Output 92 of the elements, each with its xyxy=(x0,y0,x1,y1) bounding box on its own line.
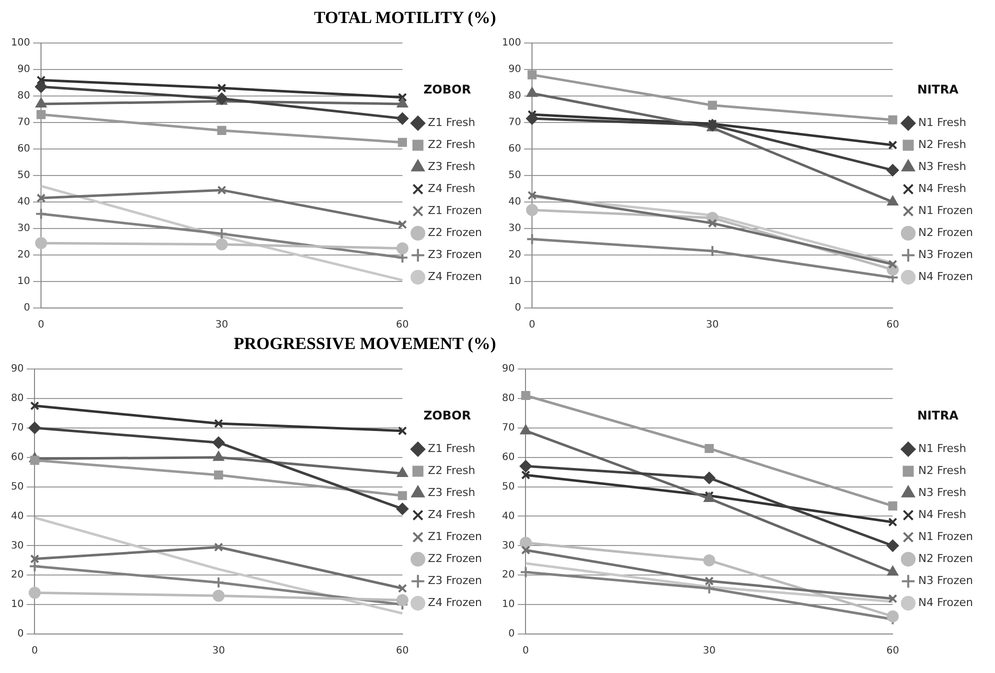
legend-label: Z1 Fresh xyxy=(428,116,476,130)
legend-label: N3 Frozen xyxy=(918,574,974,588)
legend-label: Z3 Frozen xyxy=(428,248,482,262)
legend-label: Z4 Fresh xyxy=(428,182,476,196)
y-tick-label: 30 xyxy=(10,540,24,552)
y-tick-label: 50 xyxy=(502,481,515,492)
x-tick-label: 0 xyxy=(32,646,38,657)
y-tick-label: 40 xyxy=(17,196,30,208)
y-tick-label: 40 xyxy=(508,196,522,208)
legend-title: ZOBOR xyxy=(423,82,471,96)
y-tick-label: 20 xyxy=(10,570,24,581)
y-tick-label: 10 xyxy=(508,276,522,288)
y-tick-label: 70 xyxy=(502,422,515,434)
y-tick-label: 70 xyxy=(10,422,24,434)
legend-label: Z4 Fresh xyxy=(428,508,476,522)
legend-label: N2 Frozen xyxy=(918,552,974,566)
legend-label: Z2 Frozen xyxy=(428,552,482,566)
legend-label: Z4 Frozen xyxy=(428,270,482,284)
x-tick-label: 60 xyxy=(886,646,900,657)
y-tick-label: 80 xyxy=(502,393,515,404)
legend-label: Z3 Frozen xyxy=(428,574,482,588)
legend-title: NITRA xyxy=(917,82,960,96)
y-tick-label: 100 xyxy=(502,38,522,49)
y-tick-label: 50 xyxy=(508,170,522,182)
legend-label: N2 Fresh xyxy=(918,464,966,478)
y-tick-label: 70 xyxy=(508,117,522,128)
y-tick-label: 30 xyxy=(17,223,30,234)
y-tick-label: 0 xyxy=(514,302,522,314)
y-tick-label: 90 xyxy=(508,64,522,76)
y-tick-label: 20 xyxy=(508,250,522,261)
x-tick-label: 30 xyxy=(706,320,719,331)
legend-label: N4 Frozen xyxy=(918,596,974,610)
legend-label: N3 Frozen xyxy=(918,248,974,262)
x-tick-label: 0 xyxy=(528,320,536,331)
y-tick-label: 0 xyxy=(24,302,30,314)
legend-label: Z3 Fresh xyxy=(428,486,476,500)
y-tick-label: 80 xyxy=(508,90,522,102)
y-tick-label: 0 xyxy=(508,628,515,640)
legend-label: N3 Fresh xyxy=(918,486,966,500)
legend-title: ZOBOR xyxy=(423,408,471,422)
y-tick-label: 60 xyxy=(502,452,515,463)
y-tick-label: 50 xyxy=(17,170,30,182)
legend-label: Z2 Fresh xyxy=(428,464,476,478)
y-tick-label: 0 xyxy=(17,628,24,640)
legend-label: N1 Fresh xyxy=(918,442,966,456)
y-tick-label: 40 xyxy=(10,510,24,522)
y-tick-label: 50 xyxy=(10,481,24,492)
y-tick-label: 80 xyxy=(17,90,30,102)
legend-title: NITRA xyxy=(917,408,960,422)
y-tick-label: 80 xyxy=(10,393,24,404)
chart-title: PROGRESSIVE MOVEMENT (%) xyxy=(232,334,496,355)
y-tick-label: 60 xyxy=(10,452,24,463)
x-tick-label: 60 xyxy=(396,320,409,331)
y-tick-label: 10 xyxy=(10,599,24,610)
y-tick-label: 20 xyxy=(17,250,30,261)
y-tick-label: 30 xyxy=(502,540,515,552)
legend-label: Z2 Fresh xyxy=(428,138,476,152)
legend-label: N4 Frozen xyxy=(918,270,974,284)
legend-label: Z1 Frozen xyxy=(428,530,482,544)
x-tick-label: 60 xyxy=(396,646,409,657)
chart-title: TOTAL MOTILITY (%) xyxy=(313,8,496,29)
y-tick-label: 70 xyxy=(17,117,30,128)
legend-label: N4 Fresh xyxy=(918,508,966,522)
y-tick-label: 40 xyxy=(502,510,515,522)
x-tick-label: 0 xyxy=(522,646,529,657)
legend-label: Z1 Frozen xyxy=(428,204,482,218)
x-tick-label: 30 xyxy=(215,320,228,331)
x-tick-label: 30 xyxy=(702,646,716,657)
legend-label: N3 Fresh xyxy=(918,160,966,174)
legend-label: N2 Frozen xyxy=(918,226,974,240)
legend-label: Z1 Fresh xyxy=(428,442,476,456)
y-tick-label: 10 xyxy=(502,599,515,610)
legend-label: Z2 Frozen xyxy=(428,226,482,240)
y-tick-label: 60 xyxy=(508,144,522,155)
legend-label: Z4 Frozen xyxy=(428,596,482,610)
x-tick-label: 60 xyxy=(886,320,900,331)
legend-label: Z3 Fresh xyxy=(428,160,476,174)
y-tick-label: 20 xyxy=(502,570,515,581)
y-tick-label: 90 xyxy=(17,64,30,76)
y-tick-label: 100 xyxy=(10,38,30,49)
y-tick-label: 90 xyxy=(502,364,515,375)
legend-label: N4 Fresh xyxy=(918,182,966,196)
x-tick-label: 30 xyxy=(212,646,225,657)
y-tick-label: 10 xyxy=(17,276,30,288)
legend-label: N1 Frozen xyxy=(918,204,974,218)
legend-label: N2 Fresh xyxy=(918,138,966,152)
y-tick-label: 90 xyxy=(10,364,24,375)
y-tick-label: 30 xyxy=(508,223,522,234)
x-tick-label: 0 xyxy=(38,320,44,331)
legend-label: N1 Frozen xyxy=(918,530,974,544)
legend-label: N1 Fresh xyxy=(918,116,966,130)
y-tick-label: 60 xyxy=(17,144,30,155)
